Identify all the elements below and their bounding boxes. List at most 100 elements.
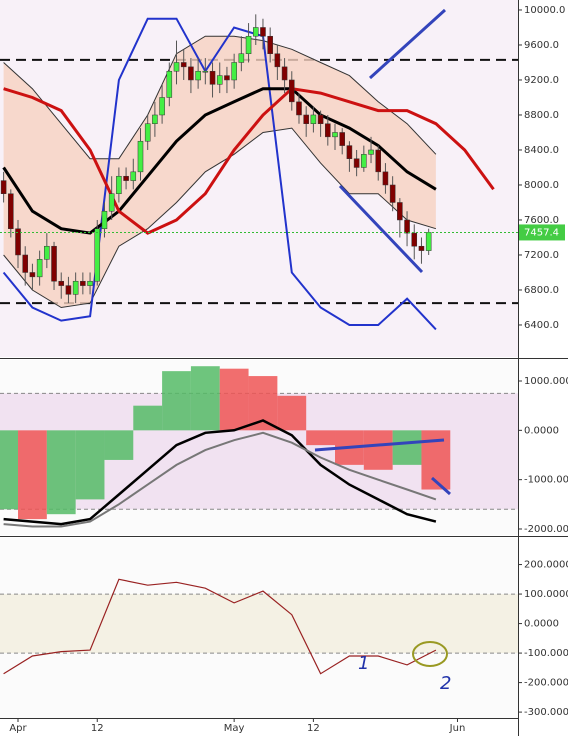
candle-body: [15, 228, 21, 256]
candle-body: [116, 175, 122, 194]
candle-body: [317, 114, 324, 124]
histogram-bar: [363, 430, 393, 470]
candle-body: [231, 62, 237, 81]
candle-body: [108, 193, 115, 212]
candle-body: [209, 70, 216, 85]
candle-body: [101, 210, 108, 229]
candle-body: [195, 70, 201, 81]
histogram-bar: [104, 430, 134, 460]
reference-band: [0, 594, 518, 654]
y-tick-label: 100.0000: [524, 589, 568, 600]
indicator-line: [2, 87, 437, 235]
candle-body: [245, 35, 252, 54]
y-tick-label: 8400.0: [524, 145, 559, 156]
candle-body: [51, 245, 57, 282]
candle-body: [252, 27, 259, 37]
candle-body: [137, 140, 144, 173]
candle-body: [267, 35, 273, 54]
candle-body: [418, 245, 425, 251]
candle-body: [152, 114, 158, 124]
candle-body: [202, 70, 209, 73]
candle-body: [166, 70, 173, 98]
candle-body: [339, 132, 345, 146]
candle-body: [58, 280, 65, 286]
candle-body: [281, 66, 288, 81]
candle-body: [123, 175, 129, 181]
x-tick-label: Jun: [449, 723, 466, 734]
y-tick-label: 1000.0000: [524, 376, 568, 387]
candle-body: [289, 79, 295, 103]
histogram-bar: [133, 405, 163, 431]
indicator-line: [3, 431, 437, 528]
candle-body: [411, 232, 418, 247]
drawn-circle: [412, 641, 448, 667]
candle-body: [65, 285, 72, 295]
band-fill: [3, 36, 436, 308]
candle-body: [310, 114, 317, 124]
histogram-bar: [306, 430, 336, 446]
candle-body: [332, 132, 338, 138]
y-tick-label: 0.0000: [524, 619, 559, 630]
x-tick-label: Apr: [9, 723, 27, 734]
y-tick-label: 10000.0: [524, 5, 565, 16]
plot: 6400.0 6800.0 7200.0 7600.0 8000.0 8400.0 8800…: [0, 5, 568, 734]
candle-body: [144, 123, 151, 142]
x-tick-label: 12: [91, 723, 104, 734]
candle-body: [188, 66, 194, 81]
y-tick-label: 200.0000: [524, 560, 568, 571]
candle-body: [382, 171, 389, 186]
candle-body: [296, 101, 302, 116]
y-tick-label: -1000.0000: [524, 475, 568, 486]
candle-body: [375, 149, 382, 173]
candle-body: [346, 145, 353, 159]
candle-body: [130, 171, 137, 181]
candle-body: [425, 232, 432, 251]
drawn-trendline: [338, 184, 424, 274]
handwritten-note: 1: [358, 653, 369, 674]
histogram-bar: [46, 430, 76, 515]
candle-body: [173, 62, 180, 72]
indicator-line: [2, 17, 437, 331]
y-tick-label: 8800.0: [524, 110, 559, 121]
candle-body: [0, 180, 7, 194]
histogram-bar: [190, 366, 220, 431]
histogram-bar: [248, 376, 278, 431]
candle-body: [87, 280, 93, 286]
candle-body: [22, 254, 28, 273]
last-price-label: 7457.4: [524, 227, 559, 238]
candle-body: [36, 259, 43, 278]
indicator-line: [3, 87, 495, 235]
y-tick-label: 9600.0: [524, 40, 559, 51]
y-tick-label: 7600.0: [524, 215, 559, 226]
candle-body: [303, 114, 309, 124]
y-tick-label: -200.0000: [524, 678, 568, 689]
candle-body: [8, 193, 14, 229]
y-tick-label: 6800.0: [524, 285, 559, 296]
candle-body: [180, 62, 187, 68]
histogram-bar: [75, 430, 105, 500]
drawn-trendline: [368, 8, 447, 80]
candle-body: [224, 75, 230, 81]
y-tick-label: 7200.0: [524, 250, 559, 261]
y-tick-label: 9200.0: [524, 75, 559, 86]
candle-body: [325, 123, 331, 138]
y-tick-label: 0.0000: [524, 425, 559, 436]
cci-line: [3, 578, 437, 675]
candle-body: [238, 53, 245, 63]
y-tick-label: -300.0000: [524, 707, 568, 718]
drawn-trendline: [314, 438, 445, 452]
x-tick-label: 12: [307, 723, 320, 734]
drawn-arrow: [431, 476, 451, 496]
candle-body: [274, 53, 281, 68]
x-tick-label: May: [224, 723, 245, 734]
handwritten-note: 2: [440, 673, 451, 694]
y-tick-label: 8000.0: [524, 180, 559, 191]
histogram-bar: [219, 368, 249, 431]
candle-body: [389, 184, 396, 203]
candle-body: [159, 97, 165, 116]
candle-body: [29, 272, 36, 278]
y-tick-label: -2000.0000: [524, 524, 568, 535]
y-tick-label: -100.0000: [524, 648, 568, 659]
band-lower: [3, 127, 437, 309]
